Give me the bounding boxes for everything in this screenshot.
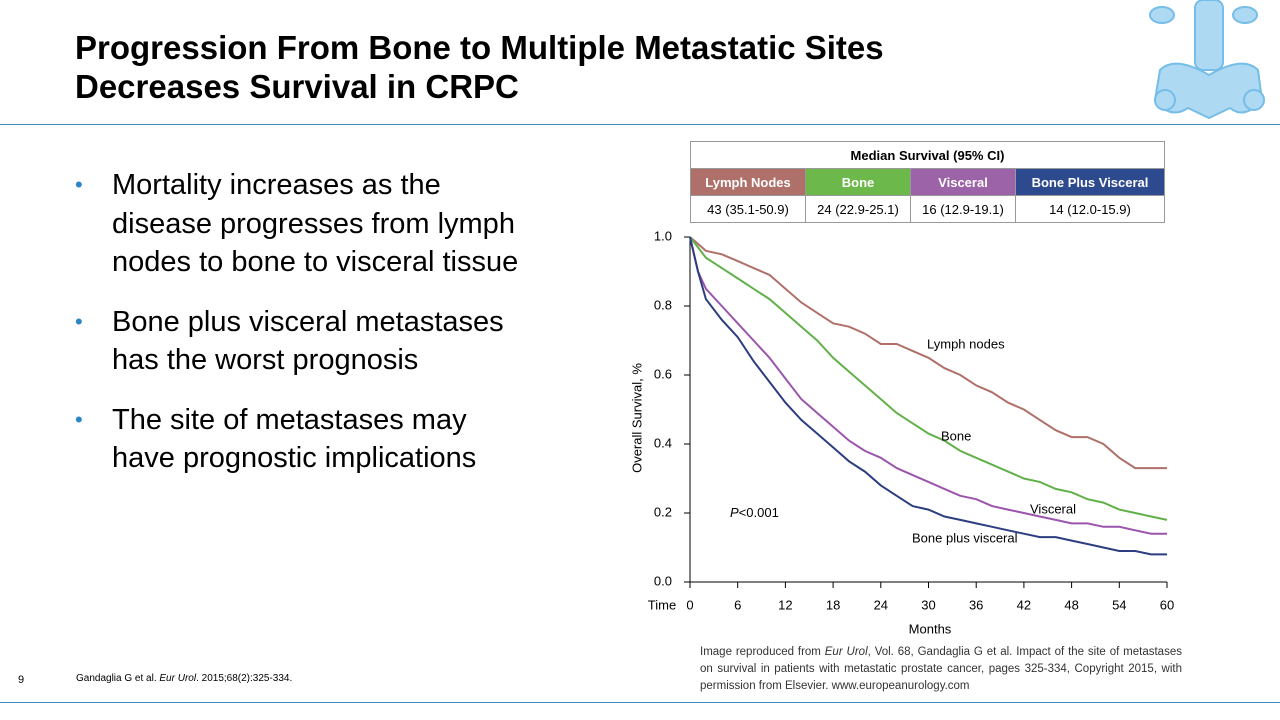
table-cell: 24 (22.9-25.1) — [805, 195, 911, 223]
table-cell: 14 (12.0-15.9) — [1015, 195, 1165, 223]
image-credit: Image reproduced from Eur Urol, Vol. 68,… — [700, 644, 1182, 695]
survival-curve — [689, 236, 1167, 556]
bullet: Bone plus visceral metastases has the wor… — [75, 303, 518, 380]
x-tick-label: 0 — [686, 597, 693, 612]
bullet-line: have prognostic implications — [112, 442, 477, 474]
y-tick-label: 1.0 — [654, 228, 672, 243]
series-label: Visceral — [1030, 501, 1076, 516]
table-header: Bone — [805, 168, 911, 196]
citation-part: Gandaglia G et al. — [76, 673, 160, 684]
survival-curve — [689, 236, 1168, 521]
skeleton-decoration — [1149, 0, 1265, 120]
bullet-line: Bone plus visceral metastases — [112, 305, 504, 338]
divider — [0, 702, 1280, 703]
x-tick-label: 36 — [969, 597, 983, 612]
bullet: The site of metastases may have prognosti… — [75, 401, 518, 478]
title-line: Decreases Survival in CRPC — [75, 68, 519, 105]
credit-part: , Vol. 68, Gandaglia G et al. Impact of … — [700, 646, 1182, 692]
y-tick-label: 0.8 — [654, 297, 672, 312]
x-axis-prefix: Time — [648, 597, 676, 612]
citation-part: . 2015;68(2):325-334. — [196, 673, 293, 684]
annotation-part: P — [730, 505, 739, 520]
x-tick-label: 42 — [1017, 597, 1031, 612]
x-tick-label: 18 — [826, 597, 840, 612]
x-tick-label: 12 — [778, 597, 792, 612]
y-axis-label: Overall Survival, % — [629, 363, 644, 473]
y-tick-label: 0.2 — [654, 504, 672, 519]
bullet-line: nodes to bone to visceral tissue — [112, 246, 519, 278]
table-header: Lymph Nodes — [690, 168, 806, 196]
y-tick-label: 0.0 — [654, 573, 672, 588]
bullet-list: Mortality increases as the disease progre… — [75, 166, 518, 499]
citation-part: Eur Urol — [159, 673, 197, 684]
table-title: Median Survival (95% CI) — [690, 141, 1165, 169]
x-tick-label: 60 — [1160, 597, 1174, 612]
credit-part: Eur Urol — [824, 646, 868, 658]
series-label: Bone plus visceral — [912, 530, 1018, 545]
bullet: Mortality increases as the disease progre… — [75, 166, 518, 282]
bullet-line: disease progresses from lymph — [112, 207, 515, 240]
median-table: Median Survival (95% CI) Lymph Nodes Bon… — [690, 141, 1165, 223]
x-tick-label: 24 — [874, 597, 888, 612]
x-tick-label: 48 — [1064, 597, 1078, 612]
table-header: Bone Plus Visceral — [1015, 168, 1165, 196]
title-line: Progression From Bone to Multiple Metast… — [75, 29, 884, 66]
annotation: P<0.001 — [730, 505, 779, 520]
table-cell: 43 (35.1-50.9) — [690, 195, 806, 223]
x-tick-label: 54 — [1112, 597, 1126, 612]
y-tick-label: 0.4 — [654, 435, 672, 450]
table-cell: 16 (12.9-19.1) — [910, 195, 1016, 223]
bullet-line: Mortality increases as the — [112, 169, 441, 201]
annotation-part: <0.001 — [739, 505, 779, 520]
divider — [0, 124, 1280, 125]
x-axis-label: Months — [909, 621, 952, 636]
bullet-line: has the worst prognosis — [112, 344, 419, 376]
y-tick-label: 0.6 — [654, 366, 672, 381]
slide-title: Progression From Bone to Multiple Metast… — [75, 28, 884, 106]
x-tick-label: 30 — [921, 597, 935, 612]
citation: Gandaglia G et al. Eur Urol. 2015;68(2):… — [76, 673, 292, 684]
bullet-line: The site of metastases may — [112, 403, 467, 436]
table-header: Visceral — [910, 168, 1016, 196]
page-number: 9 — [18, 674, 25, 686]
series-label: Bone — [941, 428, 971, 443]
credit-part: Image reproduced from — [700, 646, 825, 658]
series-label: Lymph nodes — [927, 336, 1005, 351]
survival-curve — [689, 236, 1167, 470]
survival-curve — [689, 236, 1167, 535]
x-tick-label: 6 — [734, 597, 741, 612]
